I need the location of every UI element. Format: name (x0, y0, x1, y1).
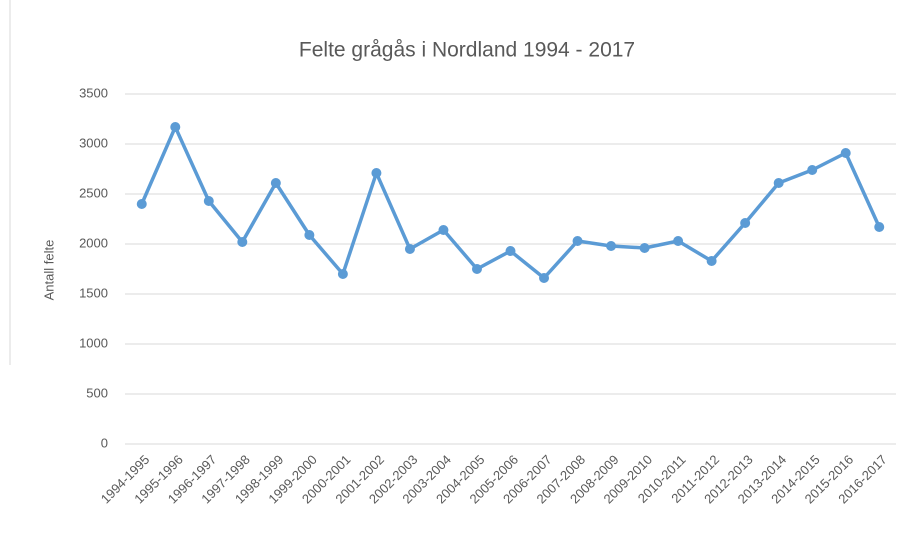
data-point (237, 237, 248, 247)
data-point (304, 230, 315, 240)
data-point (840, 148, 851, 158)
y-tick-label: 1500 (79, 285, 108, 300)
data-point (136, 199, 147, 209)
data-point (807, 165, 818, 175)
data-point (203, 196, 214, 206)
data-point (606, 241, 617, 251)
data-point (773, 178, 784, 188)
y-tick-label: 3000 (79, 135, 108, 150)
data-point (706, 256, 717, 266)
data-point (505, 246, 516, 256)
data-point (270, 178, 281, 188)
data-point (874, 222, 885, 232)
data-point (572, 236, 583, 246)
y-tick-label: 2500 (79, 185, 108, 200)
data-point (639, 243, 650, 253)
y-axis-label: Antall felte (41, 240, 56, 301)
y-tick-label: 0 (101, 435, 108, 450)
data-point (471, 264, 482, 274)
data-point (438, 225, 449, 235)
chart-title: Felte grågås i Nordland 1994 - 2017 (299, 39, 635, 62)
data-point (673, 236, 684, 246)
data-point (371, 168, 382, 178)
data-point (337, 269, 348, 279)
y-tick-label: 500 (86, 385, 108, 400)
y-tick-label: 3500 (79, 85, 108, 100)
y-tick-label: 2000 (79, 235, 108, 250)
data-point (170, 122, 181, 132)
y-tick-label: 1000 (79, 335, 108, 350)
data-point (539, 273, 550, 283)
data-point (740, 218, 751, 228)
data-point (404, 244, 415, 254)
